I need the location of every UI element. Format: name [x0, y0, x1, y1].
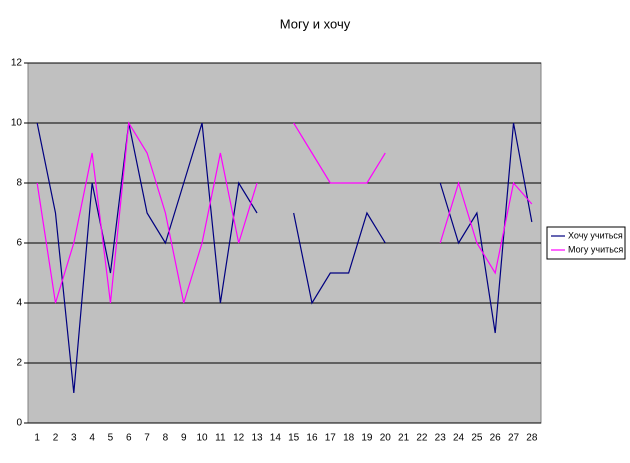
- x-tick-label: 22: [416, 433, 428, 444]
- series-line: [439, 122, 533, 334]
- x-tick-label: 28: [526, 433, 538, 444]
- x-tick-label: 9: [181, 433, 187, 444]
- x-tick-label: 11: [215, 433, 226, 444]
- x-tick-label: 24: [453, 433, 465, 444]
- x-tick-label: 14: [270, 433, 282, 444]
- x-tick-label: 17: [325, 433, 337, 444]
- legend-label: Могу учиться: [568, 244, 623, 254]
- x-tick-label: 7: [144, 433, 150, 444]
- y-tick-label: 12: [11, 58, 23, 69]
- x-tick-label: 21: [398, 433, 410, 444]
- x-tick-label: 25: [471, 433, 483, 444]
- x-tick-label: 23: [435, 433, 447, 444]
- x-tick-label: 16: [306, 433, 318, 444]
- x-tick-label: 3: [71, 433, 77, 444]
- chart-title: Могу и хочу: [280, 16, 351, 31]
- legend: [546, 226, 626, 260]
- y-tick-label: 6: [16, 238, 22, 249]
- series-line: [439, 180, 533, 275]
- x-tick-label: 13: [251, 433, 263, 444]
- x-tick-label: 15: [288, 433, 300, 444]
- x-tick-label: 19: [361, 433, 373, 444]
- y-tick-label: 8: [16, 178, 22, 189]
- legend-label: Хочу учиться: [568, 230, 623, 240]
- x-tick-label: 5: [108, 433, 114, 444]
- x-tick-label: 18: [343, 433, 355, 444]
- x-tick-label: 26: [490, 433, 502, 444]
- y-tick-label: 4: [16, 298, 22, 309]
- series-line: [293, 211, 386, 305]
- x-tick-label: 27: [508, 433, 520, 444]
- x-tick-label: 8: [163, 433, 169, 444]
- y-tick-label: 2: [16, 358, 22, 369]
- x-tick-label: 12: [233, 433, 245, 444]
- x-tick-label: 4: [89, 433, 95, 444]
- series-line: [36, 121, 258, 304]
- x-tick-label: 1: [34, 433, 40, 444]
- y-tick-label: 10: [11, 118, 23, 129]
- y-tick-label: 0: [16, 418, 22, 429]
- series-line: [293, 122, 386, 184]
- x-tick-label: 2: [53, 433, 59, 444]
- x-tick-label: 10: [196, 433, 208, 444]
- x-tick-label: 6: [126, 433, 132, 444]
- series-line: [36, 122, 258, 394]
- x-tick-label: 20: [380, 433, 392, 444]
